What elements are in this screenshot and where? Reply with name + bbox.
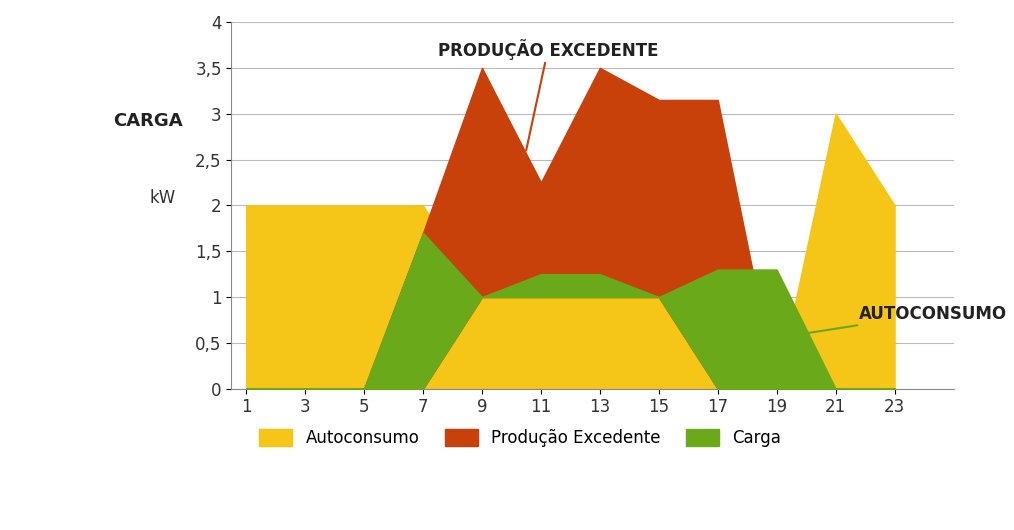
Legend: Autoconsumo, Produção Excedente, Carga: Autoconsumo, Produção Excedente, Carga — [252, 422, 788, 454]
Text: AUTOCONSUMO: AUTOCONSUMO — [732, 305, 1007, 345]
Text: PRODUÇÃO EXCEDENTE: PRODUÇÃO EXCEDENTE — [438, 39, 658, 151]
Text: kW: kW — [150, 189, 176, 207]
Text: CARGA: CARGA — [114, 112, 184, 130]
